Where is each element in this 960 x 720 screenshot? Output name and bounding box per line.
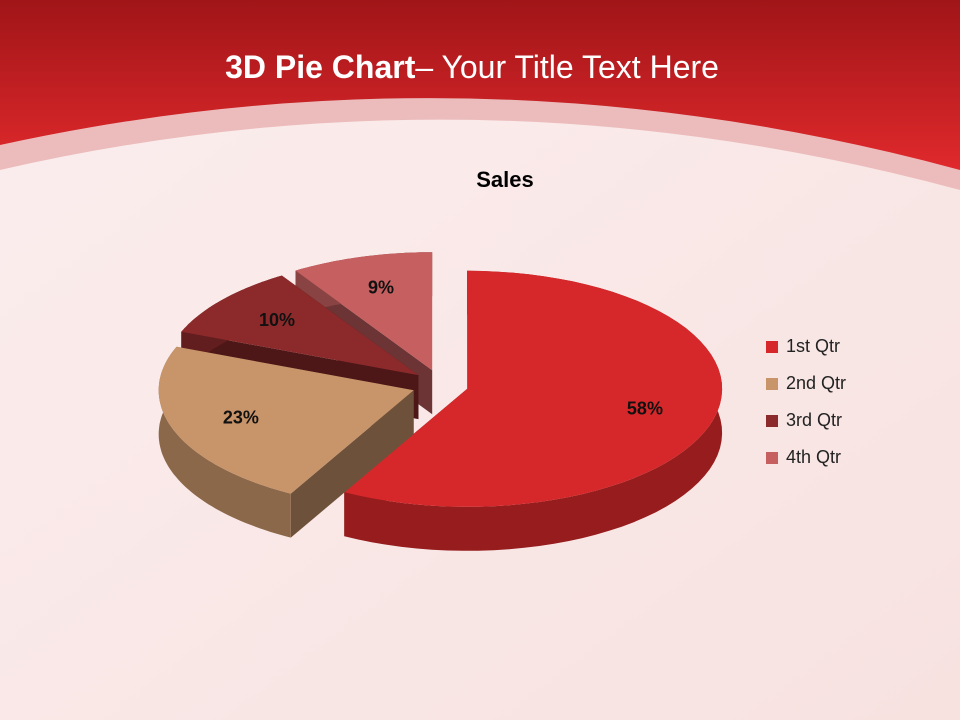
legend-label: 4th Qtr bbox=[786, 447, 841, 467]
chart-title: Sales bbox=[476, 167, 534, 192]
legend-swatch bbox=[766, 452, 778, 464]
data-label: 10% bbox=[259, 310, 295, 330]
data-label: 23% bbox=[223, 408, 259, 428]
legend-label: 2nd Qtr bbox=[786, 373, 846, 393]
legend-label: 1st Qtr bbox=[786, 336, 840, 356]
slice-top bbox=[344, 270, 723, 507]
slice-top bbox=[295, 252, 433, 371]
slice-outer-side bbox=[158, 346, 291, 538]
legend-label: 3rd Qtr bbox=[786, 410, 842, 430]
data-label: 9% bbox=[368, 277, 394, 297]
slide-title: 3D Pie Chart– Your Title Text Here bbox=[225, 49, 719, 85]
legend-swatch bbox=[766, 378, 778, 390]
legend-swatch bbox=[766, 415, 778, 427]
data-label: 58% bbox=[627, 399, 663, 419]
slice-top bbox=[181, 275, 419, 376]
slice-top bbox=[158, 346, 414, 494]
title-rest: – Your Title Text Here bbox=[415, 49, 719, 85]
legend-swatch bbox=[766, 341, 778, 353]
title-bold: 3D Pie Chart bbox=[225, 49, 416, 85]
header-band bbox=[0, 0, 960, 170]
